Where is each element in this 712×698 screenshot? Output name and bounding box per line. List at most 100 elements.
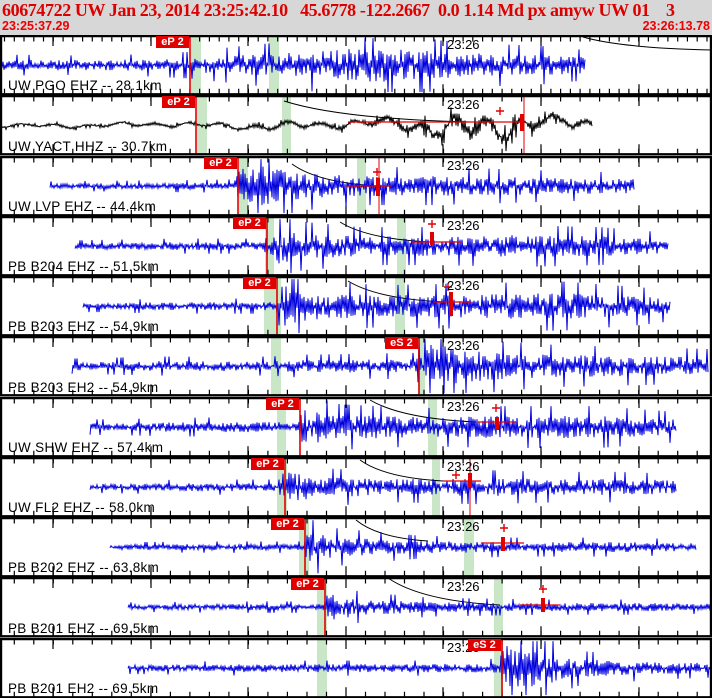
- minute-label: 23:26: [447, 37, 480, 52]
- minute-label: 23:26: [447, 278, 480, 294]
- pick-flag[interactable]: eP 2: [291, 578, 324, 591]
- station-label: PB B202 EHZ -- 63.8km: [8, 560, 160, 576]
- s-window-band: [432, 457, 440, 517]
- waveform-canvas[interactable]: [0, 396, 712, 457]
- waveform-canvas[interactable]: [0, 456, 712, 518]
- coda-decay-curve: [347, 280, 446, 303]
- pick-flag[interactable]: eS 2: [468, 638, 501, 651]
- pick-flag[interactable]: eP 2: [156, 36, 189, 48]
- station-label: UW LVP EHZ -- 44.4km: [8, 198, 157, 214]
- seismogram-waveform[interactable]: [89, 399, 677, 450]
- coda-duration-bar[interactable]: [430, 231, 434, 245]
- pick-flag[interactable]: eP 2: [204, 156, 237, 169]
- minute-label: 23:26: [447, 519, 480, 535]
- coda-duration-bar[interactable]: [376, 177, 380, 196]
- station-label: UW FL2 EHZ -- 58.0km: [8, 500, 156, 516]
- waveform-canvas[interactable]: [0, 517, 712, 578]
- trace-row[interactable]: eP 2 23:26 UW SHW EHZ -- 57.4km: [0, 396, 712, 457]
- station-label: UW PGO EHZ -- 28.1km: [8, 78, 162, 94]
- waveform-canvas[interactable]: [0, 276, 712, 337]
- pick-flag[interactable]: eP 2: [243, 277, 276, 290]
- time-tick-marks: [13, 578, 698, 637]
- minute-label: 23:26: [447, 97, 480, 113]
- coda-duration-bar[interactable]: [520, 114, 524, 132]
- time-tick-marks: [13, 157, 698, 215]
- trace-area[interactable]: eP 2 23:26 UW PGO EHZ -- 28.1km eP 2 23:26 UW…: [0, 35, 712, 698]
- waveform-canvas[interactable]: [0, 35, 712, 96]
- trace-row[interactable]: eP 2 23:26 UW PGO EHZ -- 28.1km: [0, 35, 712, 96]
- trace-border: [0, 577, 712, 638]
- window-start-time: 23:25:37.29: [2, 19, 70, 33]
- time-tick-marks: [13, 639, 698, 697]
- coda-duration-bar[interactable]: [468, 472, 472, 487]
- seismogram-waveform[interactable]: [89, 468, 677, 505]
- pick-flag[interactable]: eP 2: [251, 457, 284, 470]
- window-end-time: 23:26:13.78: [642, 19, 710, 33]
- pick-flag[interactable]: eP 2: [233, 216, 266, 229]
- minute-label: 23:26: [447, 217, 480, 233]
- trace-row[interactable]: eP 2 23:26 PB B202 EHZ -- 63.8km: [0, 517, 712, 578]
- trace-row[interactable]: eP 2 23:26 UW LVP EHZ -- 44.4km: [0, 155, 712, 216]
- minute-label: 23:26: [447, 157, 480, 173]
- waveform-canvas[interactable]: [0, 577, 712, 638]
- pick-flag[interactable]: eP 2: [162, 96, 195, 109]
- coda-cross-marker[interactable]: [500, 524, 508, 533]
- minute-label: 23:26: [447, 458, 480, 474]
- coda-duration-bar[interactable]: [541, 598, 545, 613]
- trace-row[interactable]: eS 2 23:26 PB B201 EH2 -- 69.5km: [0, 637, 712, 698]
- waveform-canvas[interactable]: [0, 95, 712, 156]
- station-label: PB B204 EHZ -- 51.5km: [8, 259, 160, 275]
- station-label: PB B201 EH2 -- 69.5km: [8, 680, 159, 696]
- waveform-canvas[interactable]: [0, 215, 712, 277]
- trace-row[interactable]: eP 2 23:26 UW YACT HHZ -- 30.7km: [0, 95, 712, 156]
- seismogram-waveform[interactable]: [1, 38, 586, 93]
- coda-cross-marker[interactable]: [539, 585, 547, 594]
- seismogram-waveform[interactable]: [1, 107, 593, 152]
- trace-border: [0, 637, 712, 698]
- seismogram-waveform[interactable]: [109, 520, 697, 574]
- seismogram-waveform[interactable]: [49, 158, 635, 213]
- pick-flag[interactable]: eS 2: [385, 337, 418, 350]
- s-window-band: [395, 277, 405, 336]
- pick-flag[interactable]: eP 2: [266, 397, 299, 410]
- minute-label: 23:26: [447, 398, 480, 414]
- coda-cross-marker[interactable]: [373, 167, 381, 176]
- seismogram-waveform[interactable]: [74, 218, 669, 273]
- seismogram-waveform[interactable]: [127, 591, 711, 624]
- trace-row[interactable]: eP 2 23:26 UW FL2 EHZ -- 58.0km: [0, 456, 712, 518]
- event-summary-line: 60674722 UW Jan 23, 2014 23:25:42.10 45.…: [2, 0, 675, 20]
- trace-border: [0, 396, 712, 457]
- trace-row[interactable]: eP 2 23:26 PB B201 EHZ -- 69.5km: [0, 577, 712, 638]
- station-label: UW SHW EHZ -- 57.4km: [8, 439, 164, 455]
- pick-flag[interactable]: eP 2: [271, 518, 304, 531]
- station-label: PB B201 EHZ -- 69.5km: [8, 620, 160, 636]
- s-window-band: [282, 96, 291, 155]
- seismogram-waveform[interactable]: [82, 279, 671, 334]
- coda-cross-marker[interactable]: [444, 283, 452, 292]
- coda-cross-marker[interactable]: [428, 219, 436, 228]
- trace-border: [0, 95, 712, 156]
- coda-cross-marker[interactable]: [492, 403, 500, 412]
- coda-duration-bar[interactable]: [501, 537, 505, 552]
- time-tick-marks: [3, 36, 708, 94]
- trace-row[interactable]: eP 2 23:26 PB B204 EHZ -- 51.5km: [0, 215, 712, 277]
- seismogram-waveform[interactable]: [127, 640, 711, 695]
- coda-cross-marker[interactable]: [452, 470, 460, 479]
- trace-border: [0, 517, 712, 578]
- waveform-canvas[interactable]: [0, 336, 712, 397]
- trace-row[interactable]: eP 2 23:26 PB B203 EHZ -- 54.9km: [0, 276, 712, 337]
- seismogram-waveform[interactable]: [71, 339, 709, 394]
- waveform-canvas[interactable]: [0, 637, 712, 698]
- station-label: PB B203 EH2 -- 54.9km: [8, 379, 159, 395]
- coda-decay-curve: [355, 519, 429, 542]
- coda-cross-marker[interactable]: [496, 107, 504, 116]
- waveform-canvas[interactable]: [0, 155, 712, 216]
- coda-duration-bar[interactable]: [495, 416, 499, 430]
- trace-border: [0, 276, 712, 337]
- time-tick-marks: [13, 96, 698, 155]
- minute-label: 23:26: [447, 579, 480, 595]
- coda-decay-curve: [582, 36, 712, 51]
- coda-duration-bar[interactable]: [449, 292, 453, 317]
- trace-row[interactable]: eS 2 23:26 PB B203 EH2 -- 54.9km: [0, 336, 712, 397]
- time-window-bar: 23:25:37.29 23:26:13.78: [0, 20, 712, 34]
